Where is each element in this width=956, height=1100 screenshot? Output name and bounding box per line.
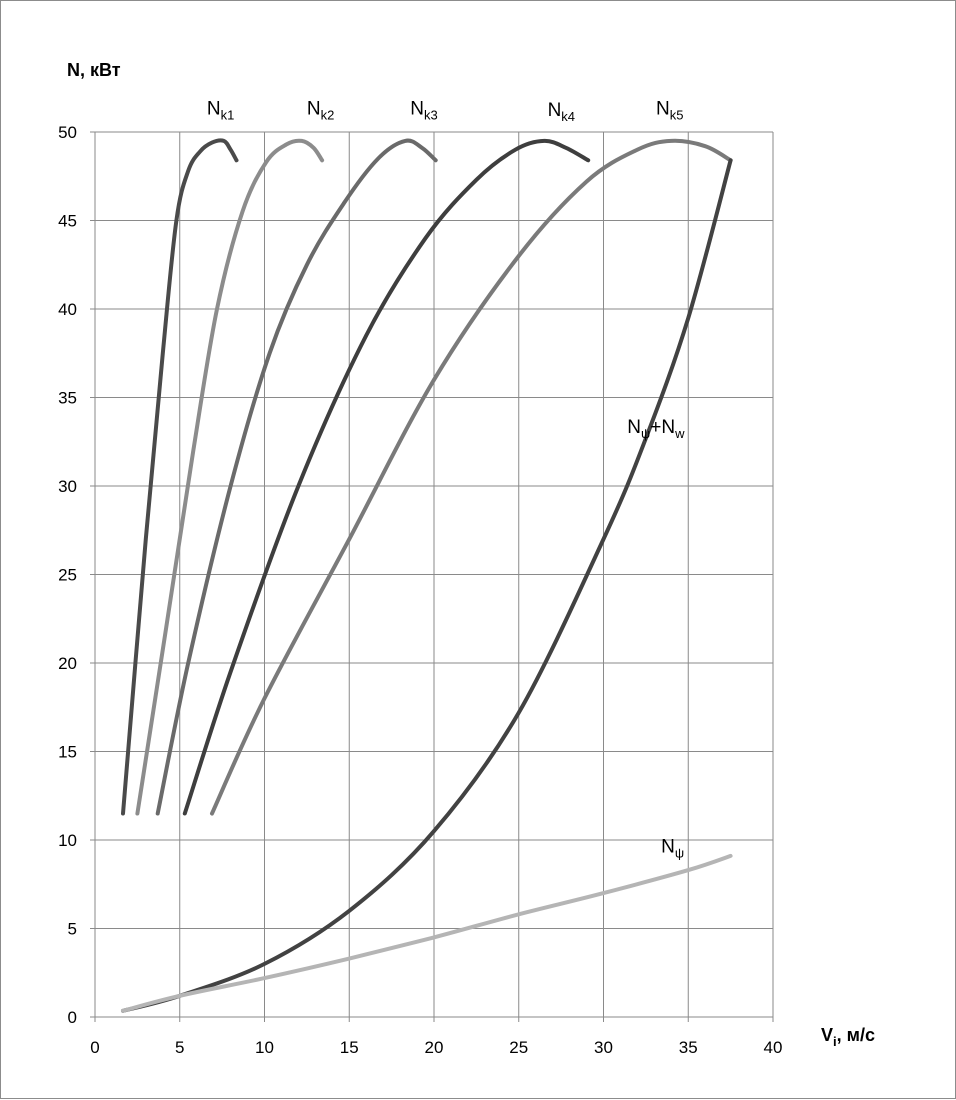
x-tick-label: 15 [340,1038,359,1057]
axes: 0 5 10 15 20 25 30 35 40 45 50 0 5 10 15 20 25 30 35 40 [58,123,782,1057]
y-tick-label: 35 [58,389,77,408]
series-line-nk4 [182,138,591,816]
y-tick-label: 0 [68,1008,77,1027]
y-tick-label: 10 [58,831,77,850]
series-labels: Nk1 Nk2 Nk3 Nk4 Nk5 Nψ+Nw Nψ [207,98,685,860]
series-label-npsi: Nψ [661,836,684,860]
series-line-npsi [121,853,733,1013]
series-label-nk2: Nk2 [307,98,334,122]
series-line-nk5 [210,138,733,816]
y-axis-title: N, кВт [67,60,121,80]
series-line-nk1 [121,138,239,816]
series-label-nk4: Nk4 [548,100,575,124]
x-tick-label: 30 [594,1038,613,1057]
x-tick-label: 25 [509,1038,528,1057]
grid [94,131,774,1018]
y-tick-label: 15 [58,743,77,762]
series-label-nk1: Nk1 [207,98,234,122]
series-label-nk5: Nk5 [656,98,683,122]
x-axis-title: Vi, м/с [821,1025,875,1049]
series-label-nk3: Nk3 [410,98,437,122]
series-line-nk2 [135,138,325,816]
series-line-nk3 [155,138,438,816]
x-tick-label: 0 [90,1038,99,1057]
x-tick-label: 5 [175,1038,184,1057]
y-tick-label: 25 [58,566,77,585]
x-tick-label: 40 [764,1038,783,1057]
x-tick-label: 20 [425,1038,444,1057]
y-tick-label: 20 [58,654,77,673]
y-tick-label: 40 [58,300,77,319]
y-tick-label: 45 [58,212,77,231]
y-tick-label: 50 [58,123,77,142]
series-layer [121,138,733,1013]
series-label-npsi-nw: Nψ+Nw [627,417,685,441]
y-tick-label: 5 [68,920,77,939]
x-tick-label: 35 [679,1038,698,1057]
x-tick-label: 10 [255,1038,274,1057]
y-tick-label: 30 [58,477,77,496]
series-line-npsi-nw [121,158,733,1013]
